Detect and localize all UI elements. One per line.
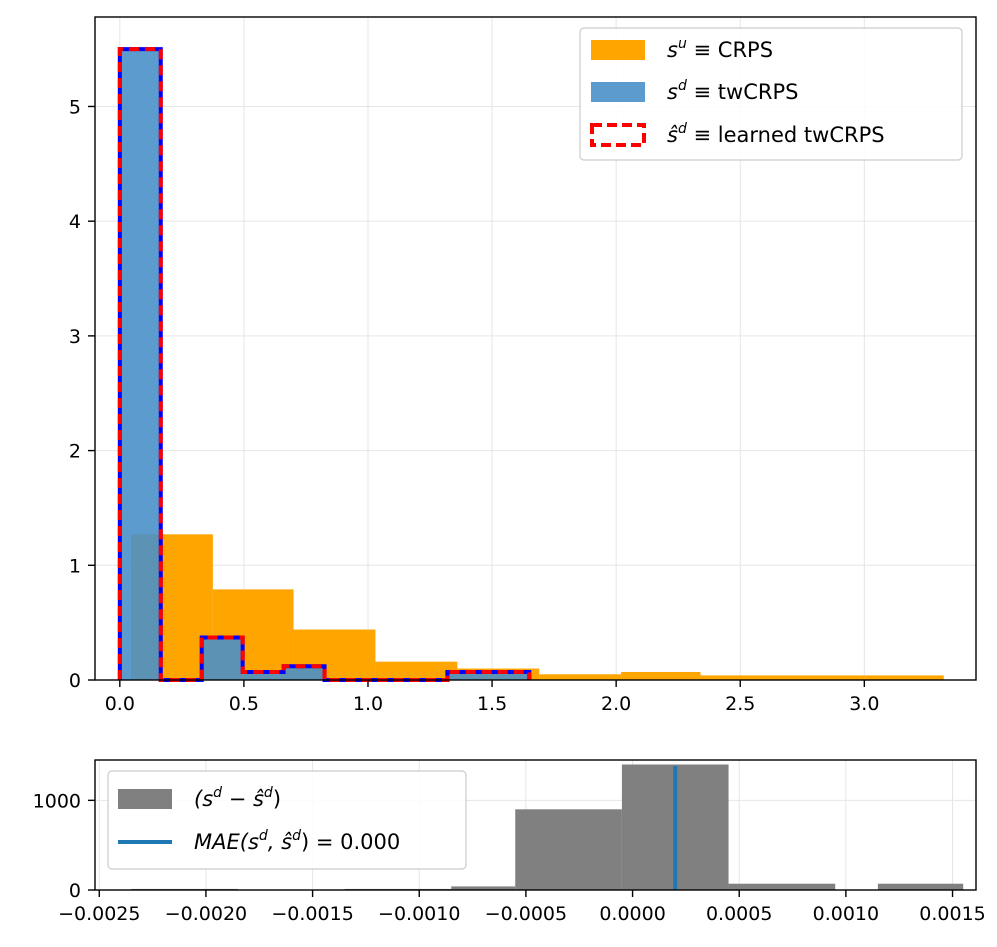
legend-swatch-twcrps	[591, 82, 645, 102]
bottom-xtick-label: −0.0015	[271, 903, 353, 925]
top-bar-series-0	[621, 671, 701, 680]
top-bar-series-0	[375, 661, 458, 680]
bottom-ytick-label: 0	[69, 880, 81, 902]
top-xtick-label: 3.0	[849, 693, 879, 715]
bottom-xtick-label: −0.0005	[485, 903, 567, 925]
bottom-xtick-label: 0.0015	[919, 903, 985, 925]
top-xtick-label: 0.0	[105, 693, 135, 715]
top-ytick-label: 2	[69, 441, 81, 463]
bottom-ytick-label: 1000	[33, 790, 81, 812]
top-bar-series-0	[782, 675, 865, 680]
bottom-bars	[131, 764, 964, 890]
legend-swatch-crps	[591, 40, 645, 60]
bottom-axes-frame	[94, 759, 977, 891]
top-bar-series-0	[539, 674, 622, 680]
legend-label-twcrps: sd ≡ twCRPS	[667, 78, 798, 104]
top-bar-series-1	[119, 49, 161, 680]
bottom-xtick-label: 0.0005	[706, 903, 772, 925]
bottom-chart: −0.0025 −0.0020 −0.0015 −0.0010 −0.0005 0.000…	[33, 759, 986, 925]
bottom-xtick-label: −0.0010	[378, 903, 460, 925]
top-ytick-label: 0	[69, 670, 81, 692]
top-bar-series-1	[242, 671, 284, 680]
bottom-xtick-label: 0.0010	[813, 903, 879, 925]
bottom-xtick-label: 0.0000	[599, 903, 665, 925]
bottom-bar-series-0	[515, 809, 622, 890]
top-bar-series-0	[864, 675, 944, 680]
bottom-bar-series-0	[728, 883, 836, 890]
legend-swatch-difference	[118, 789, 172, 809]
top-axes-frame	[94, 16, 977, 681]
top-bar-series-1	[201, 637, 243, 680]
top-bar-series-1	[283, 666, 325, 680]
top-legend-frame	[579, 27, 963, 161]
bottom-ticks: −0.0025 −0.0020 −0.0015 −0.0010 −0.0005 0.000…	[33, 790, 986, 925]
top-legend: su ≡ CRPS sd ≡ twCRPS ŝd ≡ learned twCRP…	[579, 27, 963, 161]
legend-label-mae: MAE(sd, ŝd) = 0.000	[194, 828, 400, 854]
top-bars	[117, 47, 944, 682]
bottom-legend-frame	[107, 770, 467, 870]
legend-label-learned-twcrps: ŝd ≡ learned twCRPS	[667, 121, 885, 147]
top-xtick-label: 1.0	[353, 693, 383, 715]
top-xtick-label: 2.0	[601, 693, 631, 715]
top-bar-series-0	[700, 675, 783, 680]
top-ytick-label: 5	[69, 96, 81, 118]
bottom-legend: (sd − ŝd) MAE(sd, ŝd) = 0.000	[107, 770, 467, 870]
bottom-bar-series-0	[451, 886, 516, 890]
top-ytick-label: 3	[69, 326, 81, 348]
bottom-xtick-label: −0.0025	[58, 903, 140, 925]
top-xtick-label: 1.5	[477, 693, 507, 715]
bottom-xtick-label: −0.0020	[165, 903, 247, 925]
top-xtick-label: 2.5	[725, 693, 755, 715]
legend-label-crps: su ≡ CRPS	[667, 36, 773, 62]
legend-label-difference: (sd − ŝd)	[194, 785, 281, 811]
legend-swatch-learned-twcrps	[590, 123, 646, 147]
top-xtick-label: 0.5	[229, 693, 259, 715]
top-bar-series-1	[488, 671, 530, 680]
top-ytick-label: 4	[69, 211, 81, 233]
top-ticks: 0.0 0.5 1.0 1.5 2.0 2.5 3.0 0 1 2 3 4 5	[69, 96, 880, 715]
top-chart: 0.0 0.5 1.0 1.5 2.0 2.5 3.0 0 1 2 3 4 5 su ≡ CRPS sd…	[69, 16, 977, 715]
top-ytick-label: 1	[69, 555, 81, 577]
bottom-bar-series-0	[877, 883, 964, 890]
top-bar-series-1	[447, 671, 489, 680]
